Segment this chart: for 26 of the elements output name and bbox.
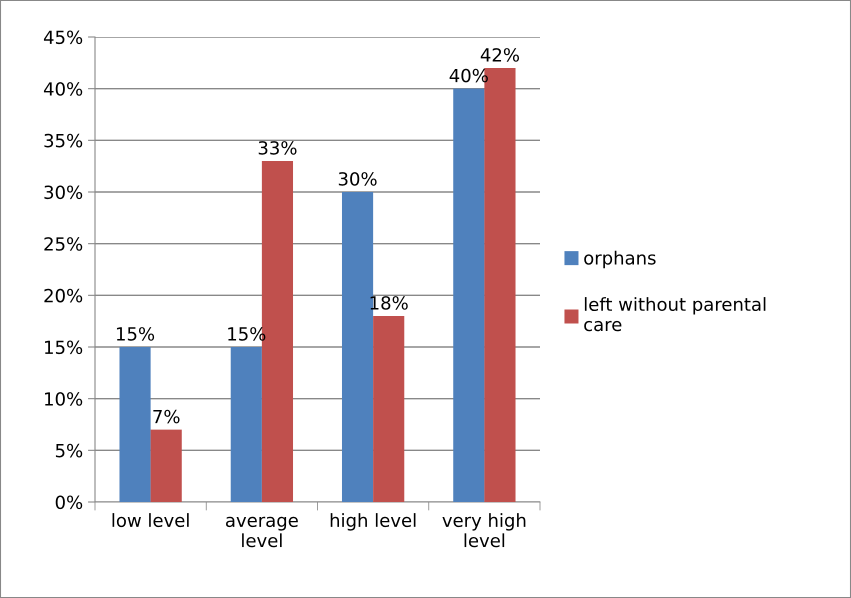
y-tick-label: 5% — [56, 444, 82, 458]
data-label: 33% — [258, 141, 297, 155]
bar — [373, 316, 404, 502]
y-tick-label: 20% — [44, 288, 82, 302]
y-tick-label: 10% — [45, 392, 82, 406]
x-tick-label: high level — [330, 513, 416, 531]
data-label: 15% — [116, 327, 154, 341]
y-tick-label: 0% — [56, 495, 82, 510]
y-tick-label: 35% — [44, 134, 82, 148]
y-tick-label: 15% — [45, 340, 82, 354]
y-tick-label: 45% — [44, 30, 82, 44]
data-label: 30% — [338, 172, 377, 186]
y-tick-label: 40% — [44, 82, 82, 96]
x-tick-label: low level — [112, 513, 189, 528]
legend-label: orphans — [584, 250, 656, 268]
y-tick-label: 30% — [44, 185, 82, 200]
x-tick-label: very high level — [442, 513, 526, 548]
data-label: 7% — [153, 410, 180, 424]
y-tick-label: 25% — [44, 237, 82, 251]
bar — [150, 430, 182, 502]
bar — [119, 347, 151, 502]
legend-label: left without parental care — [584, 297, 766, 332]
x-tick-label: average level — [226, 516, 298, 548]
bar — [453, 88, 484, 502]
bar — [230, 347, 262, 502]
data-label: 42% — [480, 48, 520, 62]
